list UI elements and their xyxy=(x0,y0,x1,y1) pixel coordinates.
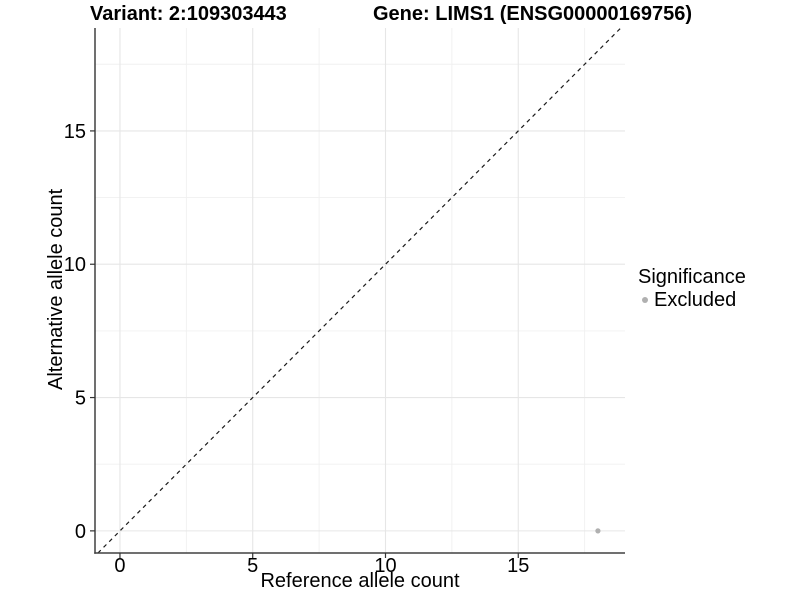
y-tick-label: 10 xyxy=(64,254,86,276)
x-tick-label: 15 xyxy=(507,555,529,577)
x-axis-title: Reference allele count xyxy=(260,570,460,592)
legend-item-excluded: Excluded xyxy=(638,290,746,310)
legend-item-label: Excluded xyxy=(654,289,737,311)
data-point xyxy=(595,528,601,534)
x-tick-label: 10 xyxy=(374,555,396,577)
variant-title: Variant: 2:109303443 xyxy=(90,3,287,25)
y-tick-label: 0 xyxy=(75,521,86,543)
y-tick-label: 5 xyxy=(75,388,86,410)
identity-line xyxy=(97,27,622,554)
gene-title: Gene: LIMS1 (ENSG00000169756) xyxy=(373,3,693,25)
legend: Significance Excluded xyxy=(638,266,746,310)
excluded-point-icon xyxy=(642,297,648,303)
legend-title: Significance xyxy=(638,266,746,288)
y-tick-label: 15 xyxy=(64,121,86,143)
x-tick-label: 0 xyxy=(114,555,125,577)
x-tick-label: 5 xyxy=(247,555,258,577)
y-axis-title: Alternative allele count xyxy=(45,188,67,390)
